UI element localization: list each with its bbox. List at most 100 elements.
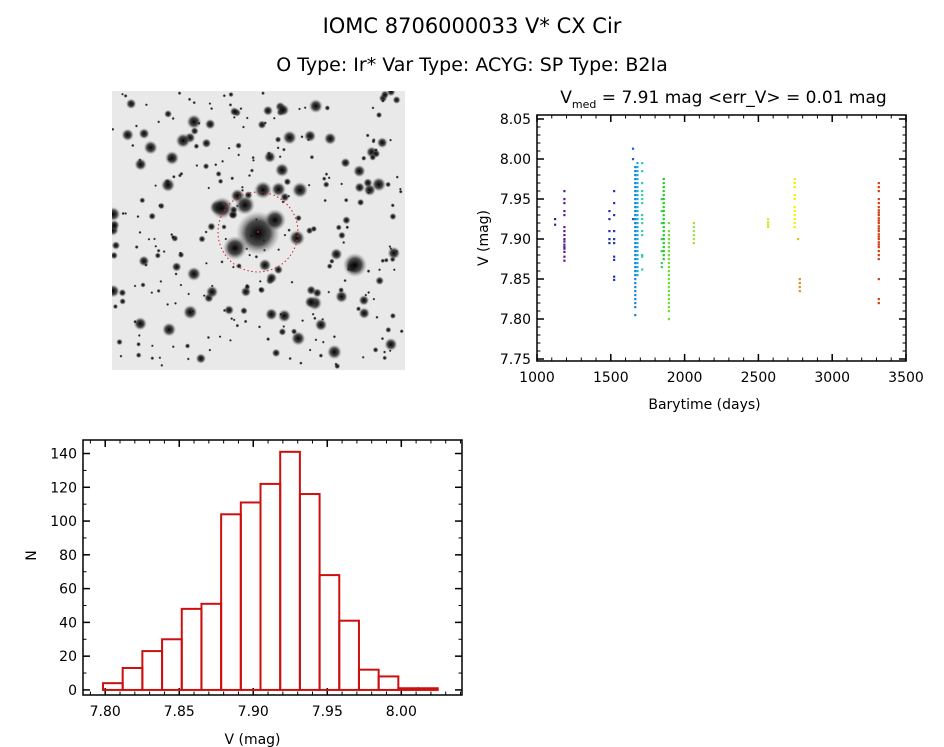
data-point <box>660 210 663 213</box>
star <box>384 337 398 351</box>
bright-star <box>161 178 175 192</box>
data-point <box>766 218 770 221</box>
data-point <box>877 238 880 241</box>
star <box>382 350 387 354</box>
data-point <box>877 202 880 205</box>
x-tick-label: 7.95 <box>312 704 343 720</box>
star <box>123 93 128 98</box>
data-point <box>662 194 665 197</box>
star <box>237 153 241 157</box>
data-point <box>692 222 695 225</box>
star <box>133 319 138 324</box>
star <box>283 177 292 186</box>
star <box>301 319 305 323</box>
star <box>190 127 199 136</box>
star <box>358 295 370 306</box>
data-point <box>667 282 671 285</box>
data-point <box>667 290 671 293</box>
star <box>183 304 198 320</box>
data-point <box>877 250 880 253</box>
y-axis-label: V (mag) <box>476 210 492 266</box>
star <box>281 147 286 152</box>
data-point <box>636 234 639 237</box>
histogram-bar <box>200 602 223 691</box>
star <box>278 155 282 159</box>
data-point <box>563 255 566 258</box>
y-tick-label: 140 <box>50 447 77 463</box>
star <box>345 225 350 230</box>
star <box>308 348 312 352</box>
star <box>133 284 137 288</box>
star <box>314 318 328 332</box>
data-point <box>662 214 665 217</box>
star <box>221 224 227 230</box>
star <box>232 115 236 119</box>
data-point <box>634 274 637 277</box>
data-point <box>631 158 635 161</box>
star <box>136 341 142 347</box>
data-point <box>667 306 671 309</box>
star <box>365 133 370 138</box>
star <box>265 272 278 284</box>
star <box>112 284 120 298</box>
star <box>207 186 211 190</box>
star <box>343 197 349 203</box>
chart-title: IOMC 8706000033 V* CX Cir <box>322 14 622 38</box>
star <box>241 125 246 129</box>
data-point <box>634 190 637 193</box>
star <box>195 353 207 364</box>
bright-star <box>235 195 255 215</box>
star <box>334 363 341 370</box>
star <box>388 245 392 249</box>
star <box>137 333 141 338</box>
bright-star <box>275 163 289 177</box>
star <box>366 269 371 274</box>
histogram-bar <box>161 638 183 691</box>
star <box>338 231 346 240</box>
data-point <box>877 186 880 189</box>
star <box>343 278 347 283</box>
star <box>170 234 176 240</box>
star <box>209 106 214 111</box>
data-point <box>877 258 880 261</box>
star <box>220 260 224 264</box>
data-point <box>793 214 796 217</box>
x-axis-label: Barytime (days) <box>648 397 760 413</box>
star <box>354 182 365 193</box>
star <box>112 219 120 231</box>
data-point <box>662 226 665 229</box>
data-point <box>636 238 639 241</box>
star <box>139 197 146 204</box>
histogram-bar <box>239 501 262 691</box>
star <box>191 310 195 314</box>
data-point <box>667 286 671 289</box>
data-point <box>563 210 566 213</box>
data-point <box>877 298 880 301</box>
data-point <box>636 182 639 185</box>
star <box>154 252 161 259</box>
light-curve-title: Vmed = 7.91 mag <err_V> = 0.01 mag <box>560 88 886 111</box>
star <box>312 316 317 321</box>
star <box>324 172 329 177</box>
star <box>297 107 301 111</box>
data-point <box>554 223 557 226</box>
star <box>156 248 161 253</box>
star <box>156 288 161 294</box>
data-point <box>877 233 880 236</box>
data-point <box>563 240 566 243</box>
data-point <box>636 178 639 181</box>
star <box>240 185 244 189</box>
star <box>245 116 249 120</box>
data-point <box>563 230 566 233</box>
star <box>279 312 283 316</box>
star <box>380 336 385 341</box>
star <box>124 211 128 215</box>
y-tick-label: 0 <box>68 683 77 699</box>
star <box>140 282 146 288</box>
target-circle <box>217 191 299 273</box>
data-point <box>662 198 665 201</box>
data-point <box>636 194 639 197</box>
data-point <box>563 202 566 205</box>
star <box>258 258 272 272</box>
star <box>366 191 370 195</box>
